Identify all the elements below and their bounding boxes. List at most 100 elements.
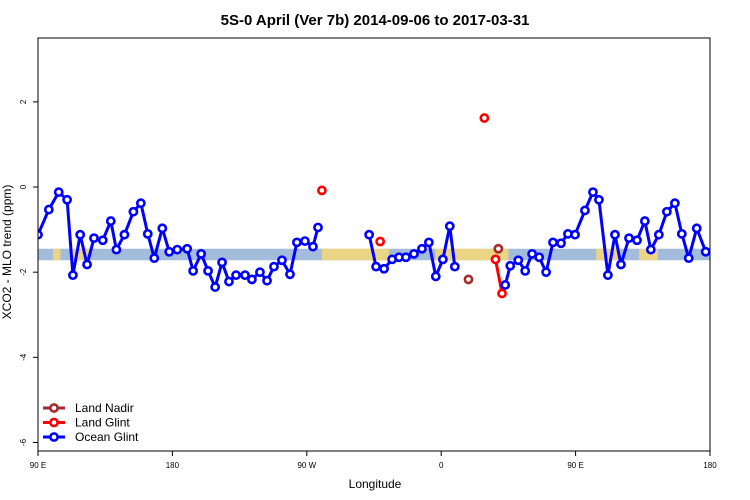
point-ocean-glint — [262, 275, 272, 286]
chart-title: 5S-0 April (Ver 7b) 2014-09-06 to 2017-0… — [221, 12, 530, 29]
point-ocean-glint — [520, 265, 531, 276]
point-ocean-glint — [182, 243, 193, 254]
x-axis-label: Longitude — [349, 477, 402, 491]
point-ocean-glint — [157, 223, 168, 234]
legend-marker-land-nadir — [49, 403, 59, 413]
y-tick-label: 0 — [19, 184, 28, 189]
point-ocean-glint — [670, 198, 680, 209]
series-line-land-glint — [494, 259, 504, 294]
point-ocean-glint — [580, 205, 590, 216]
point-ocean-glint — [570, 229, 580, 240]
point-ocean-glint — [269, 261, 279, 272]
x-tick-label: 90 E — [30, 461, 46, 470]
point-ocean-glint — [364, 229, 375, 240]
plot-frame — [37, 37, 711, 452]
point-ocean-glint — [240, 270, 250, 281]
point-ocean-glint — [676, 228, 687, 239]
legend-marker-land-glint — [49, 417, 59, 428]
point-ocean-glint — [128, 206, 139, 217]
y-tick-label: -6 — [19, 438, 28, 446]
x-tick-label: 180 — [166, 461, 180, 470]
point-ocean-glint — [401, 252, 411, 263]
point-ocean-glint — [594, 194, 604, 205]
point-ocean-glint — [196, 248, 207, 259]
point-ocean-glint — [588, 187, 598, 198]
point-ocean-glint — [313, 222, 323, 233]
legend-label-land-glint: Land Glint — [75, 416, 130, 430]
band-land-5 — [639, 248, 658, 261]
point-ocean-glint — [231, 270, 241, 281]
point-ocean-glint — [149, 253, 160, 264]
x-tick-label: 90 E — [567, 461, 583, 470]
point-ocean-glint — [379, 263, 389, 274]
point-ocean-glint — [224, 276, 234, 287]
point-land-glint — [317, 185, 327, 196]
point-ocean-glint — [217, 257, 227, 268]
point-ocean-glint — [430, 271, 441, 282]
point-ocean-glint — [97, 235, 108, 246]
x-tick-label: 180 — [703, 461, 717, 470]
point-ocean-glint — [624, 233, 634, 244]
point-ocean-glint — [548, 237, 558, 248]
series-layer — [38, 113, 710, 299]
point-ocean-glint — [203, 265, 213, 276]
point-ocean-glint — [534, 252, 545, 263]
series-ocean-glint — [38, 187, 710, 292]
point-ocean-glint — [255, 267, 265, 278]
x-tick-label: 90 W — [297, 461, 316, 470]
point-land-nadir — [463, 274, 474, 285]
point-ocean-glint — [505, 260, 516, 271]
point-ocean-glint — [292, 237, 302, 248]
point-ocean-glint — [691, 223, 702, 234]
band-land-3 — [435, 248, 509, 261]
point-ocean-glint — [513, 255, 524, 266]
point-ocean-glint — [300, 236, 310, 246]
point-ocean-glint — [105, 216, 116, 226]
point-ocean-glint — [119, 229, 130, 240]
point-ocean-glint — [142, 228, 153, 239]
point-ocean-glint — [409, 248, 419, 259]
legend-label-ocean-glint: Ocean Glint — [75, 430, 139, 444]
x-axis: 90 E 180 90 W 0 90 E 180 — [30, 451, 717, 470]
point-ocean-glint — [172, 244, 183, 255]
point-ocean-glint — [645, 244, 656, 255]
y-axis: 2 0 -2 -4 -6 — [19, 99, 38, 446]
y-tick-label: -2 — [19, 268, 28, 276]
point-ocean-glint — [639, 216, 650, 226]
point-ocean-glint — [616, 259, 626, 270]
point-ocean-glint — [188, 265, 199, 276]
point-land-glint — [497, 288, 507, 299]
point-ocean-glint — [437, 254, 448, 265]
point-ocean-glint — [164, 246, 175, 257]
point-ocean-glint — [62, 194, 73, 205]
point-ocean-glint — [610, 229, 620, 240]
point-ocean-glint — [82, 259, 92, 270]
y-axis-label: XCO2 - MLO trend (ppm) — [0, 185, 14, 320]
point-ocean-glint — [602, 270, 613, 281]
point-ocean-glint — [653, 229, 664, 240]
series-land-nadir — [463, 243, 504, 285]
point-ocean-glint — [308, 241, 318, 252]
band-land-2 — [321, 248, 389, 261]
x-tick-label: 0 — [439, 461, 444, 470]
point-ocean-glint — [449, 261, 460, 272]
point-ocean-glint — [135, 198, 146, 209]
plot-clip-group — [38, 113, 710, 299]
point-ocean-glint — [371, 261, 381, 272]
point-ocean-glint — [210, 282, 221, 292]
point-ocean-glint — [111, 244, 122, 255]
point-ocean-glint — [277, 255, 287, 266]
point-land-glint — [375, 236, 386, 247]
point-ocean-glint — [683, 253, 694, 264]
point-ocean-glint — [632, 235, 642, 246]
point-ocean-glint — [444, 221, 455, 232]
point-ocean-glint — [247, 274, 257, 285]
point-ocean-glint — [285, 269, 295, 280]
y-tick-label: -4 — [19, 353, 28, 361]
series-land-glint — [317, 113, 507, 299]
point-ocean-glint — [661, 206, 672, 217]
point-ocean-glint — [700, 246, 710, 257]
point-land-glint — [479, 113, 490, 123]
point-ocean-glint — [53, 187, 64, 198]
